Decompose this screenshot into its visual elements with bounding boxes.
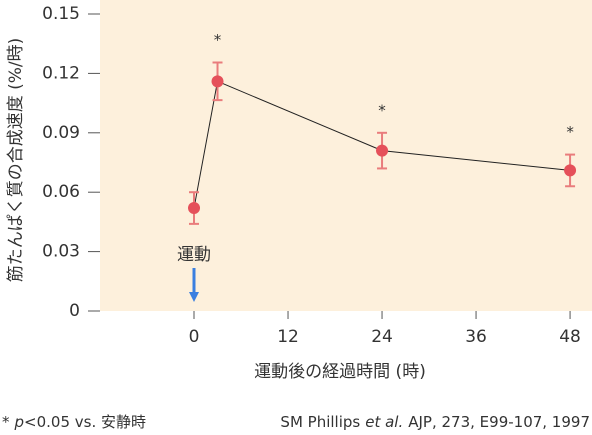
x-tick-label: 12 [277,327,299,347]
y-tick-label: 0.09 [42,123,80,143]
y-tick-label: 0.03 [42,242,80,262]
plot-area [100,0,592,311]
footnote-mark: * [2,413,10,431]
annotation-arrowhead [189,292,200,302]
data-point [376,144,389,157]
y-tick-label: 0 [69,301,80,321]
footnote-p: p [14,413,25,431]
annotation-label: 運動 [177,245,211,265]
x-tick-label: 0 [189,327,200,347]
citation: SM Phillips et al. AJP, 273, E99-107, 1997 [280,413,590,431]
citation-etal: et al. [365,413,403,431]
y-tick-label: 0.12 [42,63,80,83]
citation-author: SM Phillips [280,413,360,431]
y-tick-label: 0.15 [42,4,80,24]
significance-mark: * [566,123,574,141]
series-line [193,80,571,209]
x-axis-label: 運動後の経過時間 (時) [254,362,426,382]
x-tick-label: 48 [559,327,581,347]
significance-mark: * [378,101,386,119]
significance-mark: * [214,31,222,49]
y-tick-label: 0.06 [42,182,80,202]
footnote: * p<0.05 vs. 安静時 [2,413,146,431]
x-tick-label: 24 [371,327,393,347]
y-axis-label: 筋たんぱく質の合成速度 (%/時) [6,38,26,283]
data-point [188,202,201,215]
data-point [564,164,577,177]
citation-ref: AJP, 273, E99-107, 1997 [408,413,590,431]
footnote-text: <0.05 vs. 安静時 [24,413,146,431]
data-point [211,75,224,88]
x-tick-label: 36 [465,327,487,347]
